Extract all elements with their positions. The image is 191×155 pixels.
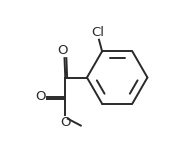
Text: Cl: Cl [92, 26, 105, 39]
Text: O: O [35, 90, 46, 103]
Text: O: O [60, 116, 70, 129]
Text: O: O [57, 44, 67, 57]
